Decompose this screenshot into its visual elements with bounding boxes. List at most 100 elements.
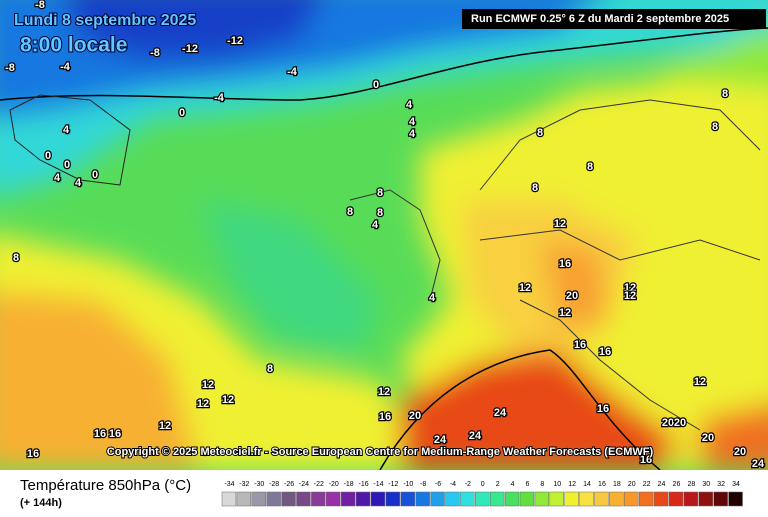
contour-label: 12 [159,420,171,432]
contour-label: 4 [372,219,379,231]
contour-label: 12 [222,394,234,406]
scale-swatch [504,491,520,507]
scale-label: -34 [224,481,234,488]
scale-swatch [534,491,550,507]
scale-label: -16 [358,481,368,488]
contour-label: 8 [587,161,593,173]
scale-swatch [594,491,609,507]
contour-label: 8 [722,88,728,100]
scale-swatch [355,491,371,507]
scale-swatch [698,491,713,507]
contour-label: 24 [494,407,507,419]
contour-label: 20 [674,417,686,429]
scale-label: 0 [481,481,485,488]
scale-label: 20 [628,481,636,488]
contour-label: 12 [519,282,531,294]
scale-label: 10 [553,481,561,488]
scale-swatch [311,491,326,507]
contour-label: 16 [109,428,121,440]
contour-label: 8 [377,187,383,199]
scale-swatch [609,491,624,507]
contour-label: 8 [13,252,19,264]
copyright: Copyright © 2025 Meteociel.fr - Source E… [107,446,654,458]
contour-label: 24 [434,434,447,446]
scale-label: -24 [299,481,309,488]
contour-label: 20 [409,410,421,422]
contour-label: 4 [63,124,70,136]
scale-swatch [430,491,445,507]
contour-label: -8 [150,47,160,59]
contour-label: -12 [227,35,243,47]
forecast-date: Lundi 8 septembre 2025 [14,12,196,29]
scale-swatch [340,491,356,507]
contour-label: 16 [379,411,391,423]
contour-label: 8 [712,121,718,133]
contour-label: 8 [532,182,538,194]
scale-swatch [266,491,281,507]
scale-swatch [549,491,564,507]
scale-swatch [221,491,237,507]
scale-label: -14 [373,481,383,488]
contour-label: 12 [378,386,390,398]
scale-swatch [460,491,475,507]
contour-label: 20 [702,432,714,444]
scale-label: 14 [583,481,591,488]
contour-label: 16 [94,428,106,440]
contour-label: 0 [92,169,98,181]
contour-label: 4 [75,177,82,189]
contour-label: 0 [373,79,379,91]
scale-label: -4 [450,481,456,488]
contour-label: 12 [624,290,636,302]
contour-label: 4 [406,99,413,111]
scale-swatch [519,491,535,507]
scale-label: -20 [329,481,339,488]
run-box [462,9,766,29]
scale-label: 22 [643,481,651,488]
scale-label: -28 [269,481,279,488]
scale-swatch [296,491,311,507]
scale-swatch [415,491,430,507]
color-scale: -34 -32 -30 -28 -26 -24 -22 -20 -18 -16 -14 -12 -10-… [221,481,743,507]
contour-label: 12 [554,218,566,230]
scale-label: 18 [613,481,621,488]
scale-label: -10 [403,481,413,488]
contour-label: -8 [5,62,15,74]
scale-label: 30 [702,481,710,488]
contour-label: 8 [537,127,543,139]
contour-label: 0 [64,159,70,171]
scale-label: 28 [687,481,695,488]
scale-swatch [728,491,743,507]
contour-label: 16 [27,448,39,460]
scale-label: 16 [598,481,606,488]
scale-swatch [564,491,579,507]
contour-label: 0 [179,107,185,119]
scale-swatch [653,491,669,507]
contour-label: -4 [287,66,298,78]
scale-label: -30 [254,481,264,488]
contour-label: 12 [559,307,571,319]
contour-label: 4 [54,172,61,184]
contour-label: 4 [409,128,416,140]
scale-swatch [385,491,401,507]
legend-title: Température 850hPa (°C) [20,477,191,494]
scale-swatch [489,491,505,507]
contour-label: 8 [347,206,353,218]
scale-swatch [400,491,415,507]
contour-label: 24 [469,430,482,442]
contour-label: 12 [197,398,209,410]
contour-label: 4 [409,116,416,128]
legend-lead: (+ 144h) [20,497,62,509]
scale-swatch [445,491,460,507]
scale-swatch [475,491,490,507]
contour-label: 8 [377,207,383,219]
scale-swatch [638,491,654,507]
scale-label: 24 [658,481,666,488]
scale-label: 4 [511,481,515,488]
run-info: Run ECMWF 0.25° 6 Z du Mardi 2 septembre… [471,13,729,25]
scale-swatch [683,491,699,507]
scale-label: 2 [496,481,500,488]
contour-label: 12 [202,379,214,391]
contour-label: 20 [662,417,674,429]
